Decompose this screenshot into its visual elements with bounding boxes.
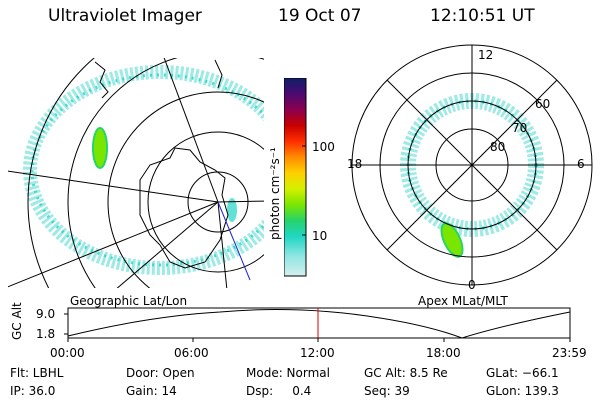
colorbar-tick-100: 100 — [312, 140, 335, 154]
time-tick-1200: 12:00 — [300, 346, 335, 360]
time-tick-2359: 23:59 — [552, 346, 587, 360]
gc-altitude-value: GC Alt: 8.5 Re — [364, 366, 448, 380]
altitude-ytick-9: 9.0 — [36, 307, 56, 321]
geo-auroral-oval — [23, 65, 264, 275]
mlat-label-60: 60 — [535, 97, 551, 111]
sequence-value: Seq: 39 — [364, 384, 410, 398]
observation-date: 19 Oct 07 — [278, 6, 362, 26]
time-tick-1800: 18:00 — [426, 346, 461, 360]
mlat-label-80: 80 — [490, 140, 506, 154]
altitude-ytick-1-8: 1.8 — [36, 327, 56, 341]
geo-latitude-value: GLat: −66.1 — [486, 366, 559, 380]
ip-value: IP: 36.0 — [10, 384, 56, 398]
mlt-label-18: 18 — [347, 157, 363, 171]
instrument-title: Ultraviolet Imager — [48, 6, 202, 26]
door-status: Door: Open — [126, 366, 195, 380]
geo-longitude-value: GLon: 139.3 — [486, 384, 559, 398]
mode-value: Mode: Normal — [246, 366, 330, 380]
time-tick-0600: 06:00 — [174, 346, 209, 360]
observation-time: 12:10:51 UT — [430, 6, 535, 26]
colorbar — [284, 78, 307, 277]
apex-panel-label: Apex MLat/MLT — [418, 294, 508, 308]
mlt-label-6: 6 — [577, 157, 585, 171]
time-tick-0000: 00:00 — [50, 346, 85, 360]
mlat-label-70: 70 — [512, 121, 528, 135]
filter-value: Flt: LBHL — [10, 366, 64, 380]
geo-panel-label: Geographic Lat/Lon — [70, 294, 188, 308]
mlt-label-0: 0 — [468, 278, 476, 292]
gain-value: Gain: 14 — [126, 384, 177, 398]
mlt-label-12: 12 — [478, 48, 494, 62]
dsp-value: Dsp: 0.4 — [246, 384, 312, 398]
colorbar-tick-10: 10 — [312, 229, 328, 243]
altitude-ylabel: GC Alt — [10, 302, 24, 340]
